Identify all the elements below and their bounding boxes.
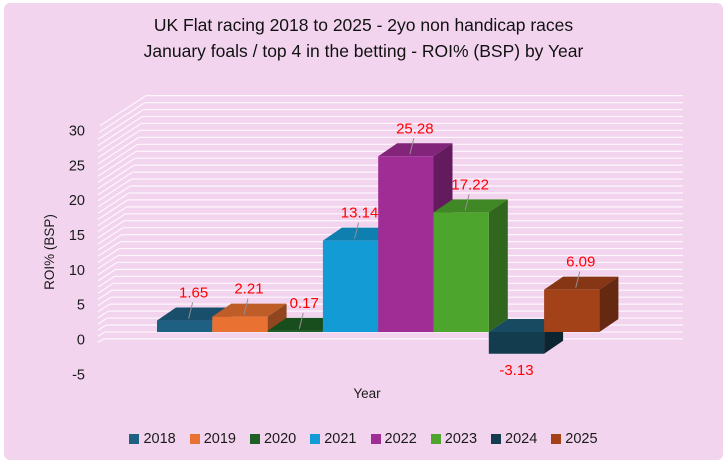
bar-front-face bbox=[267, 330, 323, 332]
bar-side-face bbox=[599, 276, 619, 332]
data-label-2025: 6.09 bbox=[566, 254, 595, 271]
data-label-2022: 25.28 bbox=[396, 120, 434, 137]
legend-label-2020: 2020 bbox=[263, 431, 297, 447]
legend-item-2020: 2020 bbox=[249, 431, 297, 447]
x-axis-title: Year bbox=[353, 386, 381, 401]
legend-swatch-2022 bbox=[370, 434, 381, 444]
legend-label-2018: 2018 bbox=[143, 431, 176, 447]
y-tick-25: 25 bbox=[69, 158, 85, 174]
data-label-2018: 1.65 bbox=[179, 285, 208, 302]
y-tick-15: 15 bbox=[69, 228, 85, 244]
data-label-2020: 0.17 bbox=[290, 295, 319, 312]
legend-item-2018: 2018 bbox=[129, 431, 176, 447]
data-label-2021: 13.14 bbox=[341, 205, 379, 222]
bar-front-face bbox=[488, 332, 545, 354]
chart-legend: 2018 2019 2020 2021 2022 2023 2024 2025 bbox=[0, 431, 727, 447]
bar-side-face bbox=[488, 199, 508, 332]
y-tick-5: 5 bbox=[77, 298, 85, 314]
legend-item-2023: 2023 bbox=[430, 431, 478, 447]
bar-top-face bbox=[544, 276, 619, 290]
legend-item-2021: 2021 bbox=[310, 431, 357, 447]
y-axis-tick-labels: 30 25 20 15 10 5 0 -5 bbox=[69, 123, 85, 383]
chart-title: UK Flat racing 2018 to 2025 - 2yo non ha… bbox=[0, 12, 727, 64]
bar-top-face bbox=[378, 143, 453, 157]
legend-label-2025: 2025 bbox=[565, 431, 598, 447]
side-wall-hatch bbox=[97, 95, 147, 344]
legend-label-2021: 2021 bbox=[324, 431, 357, 447]
bar-top-face bbox=[433, 199, 508, 213]
legend-label-2019: 2019 bbox=[203, 431, 236, 447]
bar-front-face bbox=[322, 240, 379, 332]
legend-swatch-2023 bbox=[430, 434, 441, 444]
data-labels: 1.65 2.21 0.17 13.14 25.28 17.22 -3.13 6.09 bbox=[179, 120, 595, 378]
data-label-2019: 2.21 bbox=[234, 281, 263, 298]
legend-swatch-2025 bbox=[551, 434, 562, 444]
legend-swatch-2024 bbox=[491, 434, 502, 444]
legend-swatch-2019 bbox=[189, 434, 200, 444]
legend-swatch-2018 bbox=[129, 434, 140, 444]
bar-front-face bbox=[378, 156, 434, 332]
y-tick--5: -5 bbox=[72, 367, 85, 383]
legend-item-2019: 2019 bbox=[189, 431, 236, 447]
chart-title-line2: January foals / top 4 in the betting - R… bbox=[143, 41, 584, 61]
label-leader-lines bbox=[188, 138, 581, 329]
y-axis-title: ROI% (BSP) bbox=[42, 214, 57, 290]
y-tick-30: 30 bbox=[69, 123, 85, 139]
bar-side-face bbox=[267, 303, 287, 332]
bar-top-face bbox=[212, 303, 287, 317]
y-tick-20: 20 bbox=[69, 193, 85, 209]
y-tick-10: 10 bbox=[69, 263, 85, 279]
legend-item-2024: 2024 bbox=[491, 431, 537, 447]
legend-item-2025: 2025 bbox=[551, 431, 598, 447]
bar-front-face bbox=[157, 320, 213, 332]
bar-front-face bbox=[544, 289, 600, 332]
data-label-2024: -3.13 bbox=[499, 362, 533, 379]
bar-front-face bbox=[433, 212, 489, 332]
bar-2019 bbox=[212, 303, 287, 332]
chart-title-line1: UK Flat racing 2018 to 2025 - 2yo non ha… bbox=[153, 15, 574, 35]
legend-label-2023: 2023 bbox=[444, 431, 478, 447]
bar-2025 bbox=[544, 276, 619, 332]
y-tick-0: 0 bbox=[77, 333, 85, 349]
bar-2023 bbox=[433, 199, 508, 332]
legend-label-2024: 2024 bbox=[505, 431, 538, 447]
bars bbox=[157, 143, 619, 354]
legend-swatch-2020 bbox=[249, 434, 260, 444]
data-label-2023: 17.22 bbox=[451, 176, 489, 193]
legend-label-2022: 2022 bbox=[384, 431, 417, 447]
legend-swatch-2021 bbox=[310, 434, 321, 444]
bar-front-face bbox=[212, 316, 268, 332]
legend-item-2022: 2022 bbox=[370, 431, 417, 447]
